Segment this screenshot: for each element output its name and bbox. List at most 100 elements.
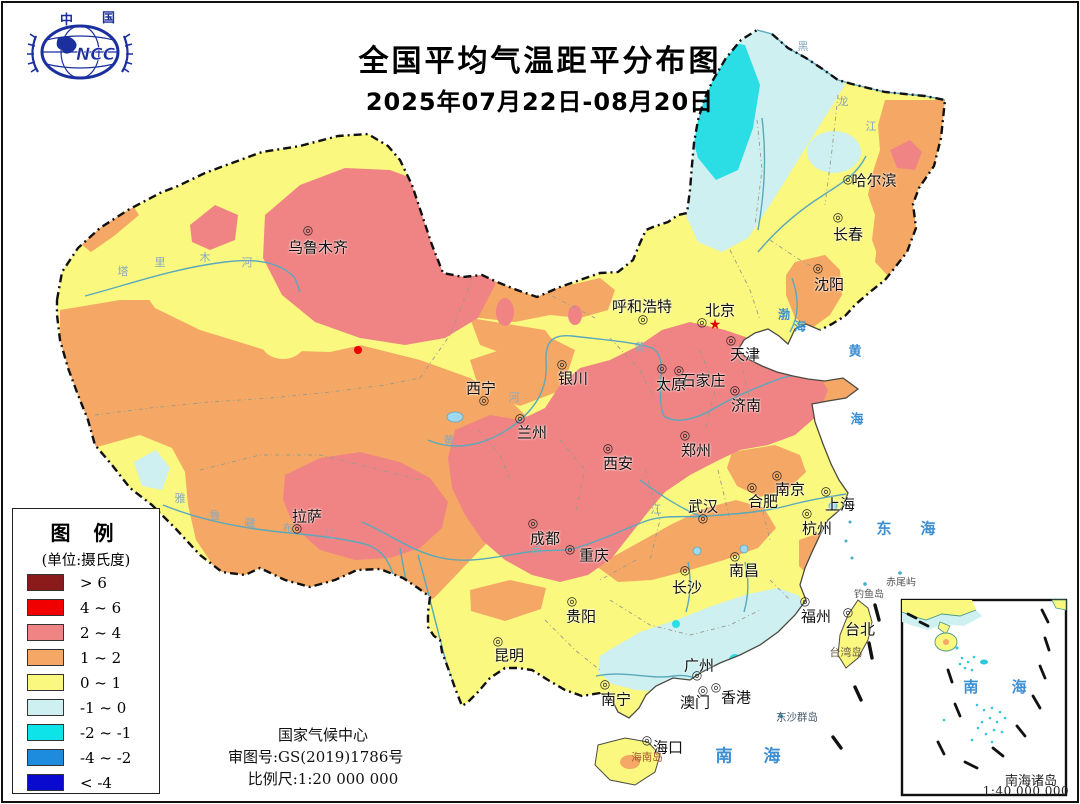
legend-swatch: [27, 674, 64, 691]
city-marker: ◎: [566, 594, 578, 608]
legend-row: > 6: [13, 570, 159, 595]
city-marker: ◎: [679, 428, 691, 442]
legend-swatch: [27, 624, 64, 641]
river-name-char: 江: [865, 120, 877, 133]
city-marker: ◎: [679, 563, 691, 577]
sea-name-char: 渤: [777, 307, 791, 322]
city-label: 澳门: [679, 693, 711, 712]
legend-row: -4 ~ -2: [13, 745, 159, 770]
city-marker: ◎: [729, 383, 741, 397]
legend-row: 4 ~ 6: [13, 595, 159, 620]
city-label: 海口: [652, 738, 684, 757]
ncc-logo: 中 国 NCC: [27, 11, 133, 80]
city-marker: ◎: [637, 312, 649, 326]
river-name-char: 雅: [174, 492, 186, 505]
sea-name-char: 东: [876, 519, 892, 538]
national-border: [55, 28, 947, 708]
river-name-char: 河: [508, 391, 520, 404]
legend-row: 2 ~ 4: [13, 620, 159, 645]
legend-row: -2 ~ -1: [13, 720, 159, 745]
legend-swatch: [27, 749, 64, 766]
legend-range-label: < -4: [80, 773, 112, 792]
logo-text-guo: 国: [102, 11, 115, 26]
legend-swatch: [27, 724, 64, 741]
city-label: 呼和浩特: [611, 297, 673, 316]
lakes: [446, 411, 838, 556]
river-name-char: 江: [324, 528, 336, 541]
city-marker: ◎: [291, 521, 303, 535]
city-label: 重庆: [578, 546, 610, 565]
city-marker: ◎: [801, 506, 813, 520]
island-label: 钓鱼岛: [854, 589, 884, 601]
rivers: [84, 117, 867, 683]
river-name-char: 长: [530, 543, 542, 556]
city-marker: ◎: [302, 223, 314, 237]
legend-range-label: 0 ~ 1: [80, 673, 122, 692]
city-label: 太原: [655, 375, 687, 394]
island-label: 赤尾屿: [886, 577, 916, 589]
city-label: 贵阳: [565, 607, 597, 626]
legend-range-label: -1 ~ 0: [80, 698, 127, 717]
legend-range-label: 2 ~ 4: [80, 623, 122, 642]
sea-name-char: 海: [920, 519, 936, 538]
river-name-char: 布: [282, 522, 294, 535]
city-marker: ◎: [673, 363, 685, 377]
legend-unit: (单位:摄氏度): [41, 553, 131, 569]
river-name-char: 木: [199, 251, 211, 264]
city-marker: ◎: [710, 680, 722, 694]
city-marker: ◎: [771, 468, 783, 482]
sea-name-char: 海: [763, 746, 781, 767]
city-label: 沈阳: [813, 275, 845, 294]
city-label: 长沙: [671, 578, 703, 597]
city-label: 武汉: [687, 497, 719, 516]
city-label: 南昌: [728, 561, 760, 580]
city-marker: ◎: [556, 357, 568, 371]
city-marker: ◎: [842, 605, 854, 619]
legend-swatch: [27, 574, 64, 591]
sea-name-char: 南: [715, 746, 733, 767]
city-label: 福州: [800, 607, 832, 626]
river-name-char: 江: [650, 503, 662, 516]
legend-range-label: -4 ~ -2: [80, 748, 132, 767]
city-marker: ◎: [599, 677, 611, 691]
river-name-char: 鲁: [209, 509, 221, 522]
island-label: 台湾岛: [829, 646, 863, 659]
city-marker: ◎: [564, 542, 576, 556]
city-label: 台北: [844, 620, 876, 639]
legend-title: 图 例: [50, 521, 122, 545]
city-marker: ◎: [492, 634, 504, 648]
river-name-char: 里: [154, 256, 166, 269]
city-marker: ◎: [696, 315, 708, 329]
agency-name: 国家气候中心: [277, 726, 368, 744]
map-attribution: 国家气候中心 审图号:GS(2019)1786号 比例尺:1:20 000 00…: [228, 724, 418, 790]
inset-scale-label: 1:40 000 000: [982, 784, 1070, 798]
city-label: 南京: [774, 480, 806, 499]
city-marker: ◎: [527, 516, 539, 530]
river-name-char: 黄: [634, 341, 646, 354]
city-marker: ◎: [812, 261, 824, 275]
city-marker: ◎: [691, 668, 703, 682]
city-label: 合肥: [747, 492, 779, 511]
legend-rows: > 6 4 ~ 6 2 ~ 4 1 ~ 2 0 ~ 1 -1 ~ 0 -2 ~ -1 -4 ~…: [13, 570, 159, 795]
legend-swatch: [27, 649, 64, 666]
city-label: 长春: [832, 225, 864, 244]
taiwan-island: [837, 599, 873, 669]
legend-row: < -4: [13, 770, 159, 795]
city-label: 拉萨: [291, 507, 323, 526]
city-label: 广州: [683, 656, 715, 675]
city-label: 上海: [824, 495, 856, 514]
island-label: 东沙群岛: [776, 711, 818, 724]
river-name-char: 塔: [117, 265, 129, 278]
river-name-char: 黄: [443, 434, 455, 447]
city-label: 乌鲁木齐: [287, 238, 349, 257]
city-marker: ◎: [514, 411, 526, 425]
legend-swatch: [27, 774, 64, 791]
legend-swatch: [27, 699, 64, 716]
city-label: 济南: [730, 396, 762, 415]
page-title: 全国平均气温距平分布图: [358, 44, 722, 79]
south-china-sea-inset: [900, 598, 1068, 797]
river-name-char: 黑: [797, 40, 809, 53]
city-label: 香港: [720, 688, 752, 707]
legend-row: 1 ~ 2: [13, 645, 159, 670]
